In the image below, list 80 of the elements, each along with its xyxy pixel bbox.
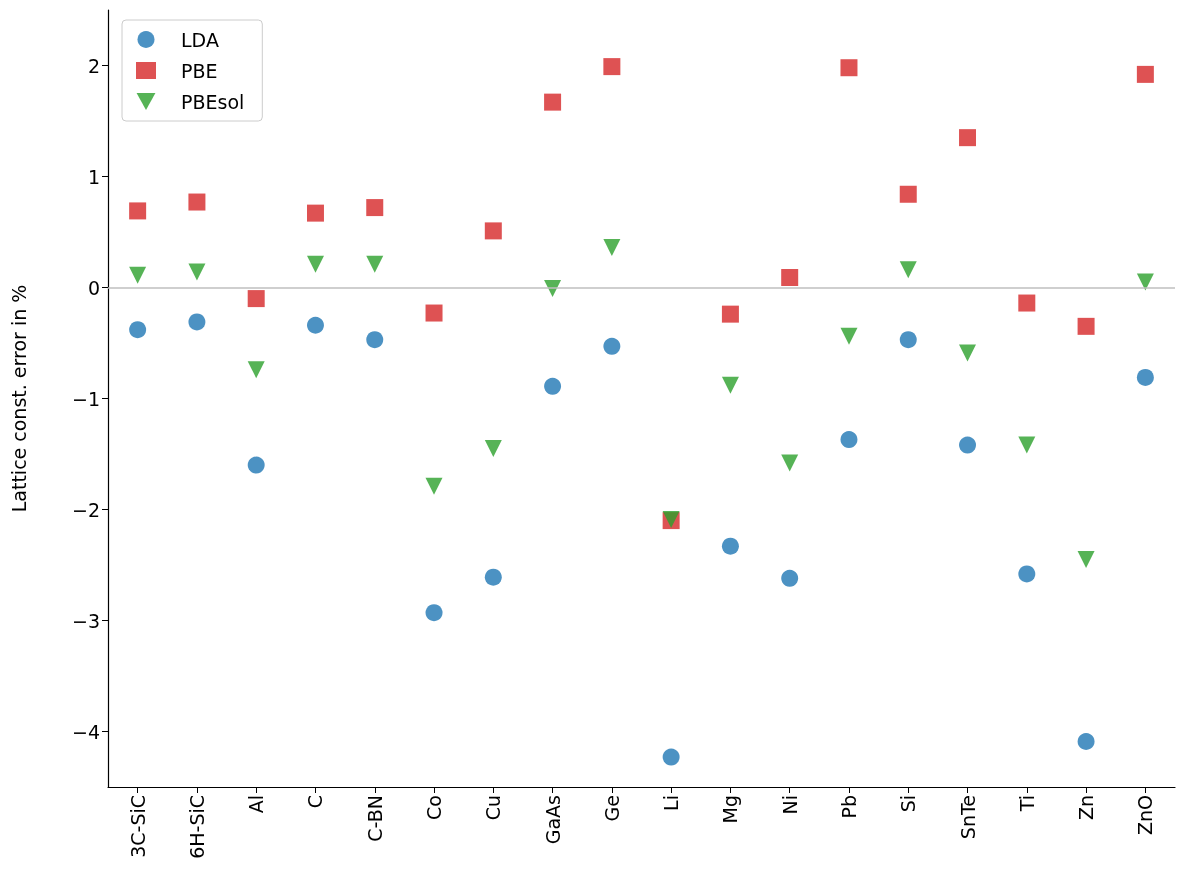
point	[899, 185, 917, 203]
legend-label: PBE	[181, 59, 218, 82]
point	[1018, 565, 1036, 583]
point	[188, 263, 206, 281]
point	[721, 376, 739, 394]
point	[959, 344, 977, 362]
y-tick-label: −1	[71, 387, 100, 410]
x-tick-label: Cu	[482, 795, 505, 821]
x-tick-label: GaAs	[541, 795, 564, 845]
point	[129, 266, 147, 284]
point	[366, 199, 384, 217]
point	[1018, 436, 1036, 454]
y-tick-label: −3	[71, 609, 100, 632]
point	[188, 193, 206, 211]
point	[1136, 368, 1154, 386]
point	[1018, 294, 1036, 312]
x-tick-label: Si	[897, 795, 920, 813]
y-tick-label: −2	[71, 498, 100, 521]
point	[840, 327, 858, 345]
point	[366, 331, 384, 349]
x-tick-label: Zn	[1075, 795, 1098, 821]
point	[899, 331, 917, 349]
x-tick-label: SnTe	[956, 795, 979, 840]
point	[484, 568, 502, 586]
y-axis-title: Lattice const. error in %	[7, 284, 30, 513]
x-tick-label: Li	[660, 795, 683, 811]
point	[425, 604, 443, 622]
point	[129, 321, 147, 339]
x-tick-label: C-BN	[363, 795, 386, 842]
legend-label: PBEsol	[181, 90, 245, 113]
x-tick-label: Co	[423, 795, 446, 820]
point	[247, 361, 265, 379]
point	[781, 269, 799, 287]
point	[188, 313, 206, 331]
point	[484, 222, 502, 240]
point	[1136, 273, 1154, 291]
point	[306, 204, 324, 222]
point	[840, 431, 858, 449]
point	[129, 202, 147, 220]
x-tick-label: 3C-SiC	[126, 795, 149, 858]
y-tick-label: 1	[87, 165, 100, 188]
point	[544, 93, 562, 111]
point	[662, 748, 680, 766]
point	[959, 129, 977, 147]
point	[603, 337, 621, 355]
point	[959, 436, 977, 454]
point	[247, 290, 265, 308]
y-tick-label: 0	[87, 276, 100, 299]
x-tick-label: 6H-SiC	[185, 795, 208, 859]
point	[425, 477, 443, 495]
point	[544, 377, 562, 395]
point	[1077, 732, 1095, 750]
x-tick-label: Mg	[719, 795, 742, 824]
point	[306, 316, 324, 334]
point	[1136, 65, 1154, 83]
point	[425, 304, 443, 322]
point	[1077, 550, 1095, 568]
point	[247, 456, 265, 474]
x-tick-label: Ni	[778, 795, 801, 815]
point	[840, 59, 858, 77]
x-tick-label: Ge	[600, 795, 623, 822]
x-tick-label: Ti	[1015, 795, 1038, 813]
point	[781, 454, 799, 472]
point	[781, 569, 799, 587]
point	[899, 261, 917, 279]
x-tick-label: Al	[245, 795, 268, 814]
point	[721, 537, 739, 555]
point	[603, 239, 621, 257]
point	[484, 439, 502, 457]
y-tick-label: −4	[71, 720, 100, 743]
point	[1077, 317, 1095, 335]
x-tick-label: C	[304, 795, 327, 809]
x-tick-label: ZnO	[1134, 795, 1157, 836]
point	[306, 255, 324, 273]
y-tick-label: 2	[87, 54, 100, 77]
point	[721, 305, 739, 323]
legend-label: LDA	[181, 28, 219, 51]
x-tick-label: Pb	[837, 795, 860, 819]
point	[366, 255, 384, 273]
point	[603, 58, 621, 76]
